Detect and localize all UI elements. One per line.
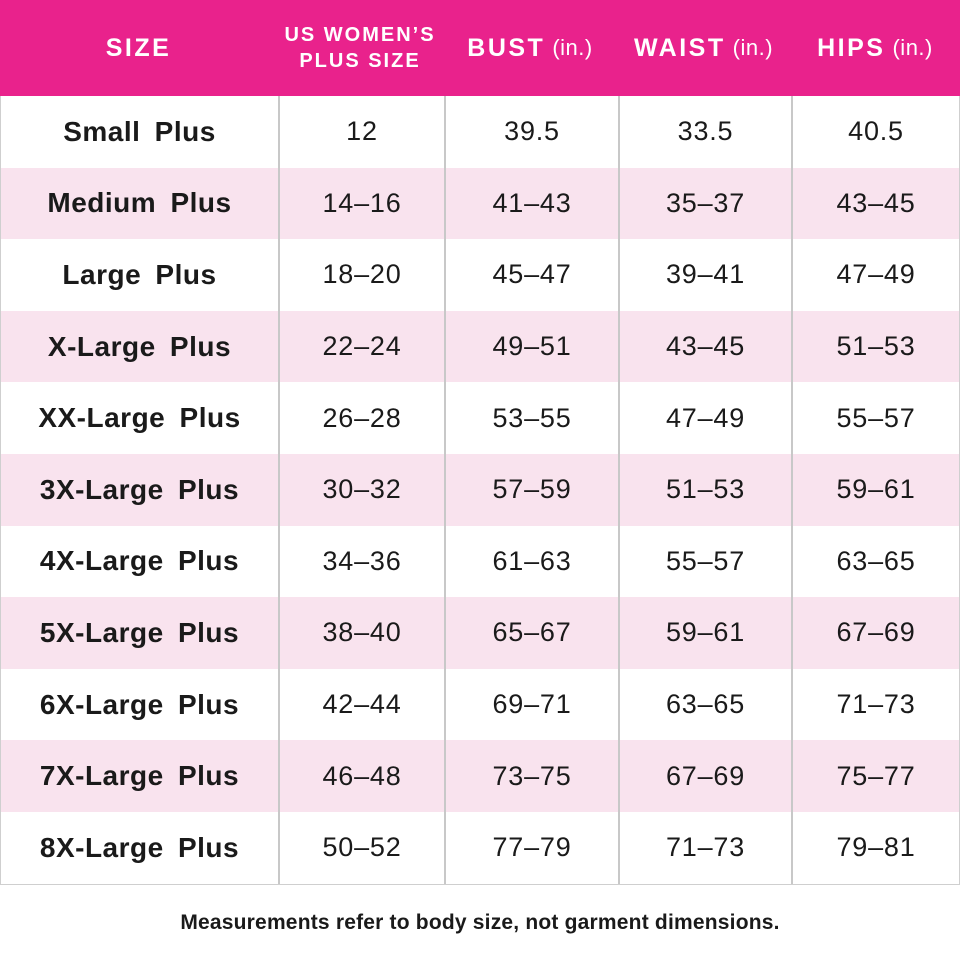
cell-us-womens-plus-size: 26–28 xyxy=(278,382,444,454)
cell-size-label: 6X-Large Plus xyxy=(39,688,240,720)
cell-bust: 65–67 xyxy=(444,597,618,669)
cell-waist: 55–57 xyxy=(618,525,791,598)
cell-us-womens-plus-size: 12 xyxy=(278,96,444,168)
cell-bust: 69–71 xyxy=(444,668,618,741)
table-row: Medium Plus 14–16 41–43 35–37 43–45 xyxy=(1,167,959,240)
cell-us-womens-plus-size: 18–20 xyxy=(278,239,444,311)
cell-hips: 79–81 xyxy=(791,811,959,884)
cell-bust: 73–75 xyxy=(444,740,618,812)
cell-size-label: Large Plus xyxy=(62,258,217,290)
column-header-us-womens-plus-size: US WOMEN’S PLUS SIZE xyxy=(277,0,443,96)
cell-waist: 33.5 xyxy=(618,96,791,168)
cell-us-womens-plus-size: 30–32 xyxy=(278,453,444,526)
cell-size-label: 5X-Large Plus xyxy=(39,616,240,648)
table-row: XX-Large Plus 26–28 53–55 47–49 55–57 xyxy=(1,382,959,454)
cell-waist: 51–53 xyxy=(618,453,791,526)
cell-size-label: XX-Large Plus xyxy=(38,402,241,434)
cell-waist: 63–65 xyxy=(618,668,791,741)
cell-size-label: 3X-Large Plus xyxy=(39,473,240,505)
cell-hips: 75–77 xyxy=(791,740,959,812)
cell-size-label: Medium Plus xyxy=(47,187,232,219)
cell-waist: 67–69 xyxy=(618,740,791,812)
table-body: Small Plus 12 39.5 33.5 40.5 Medium Plus… xyxy=(0,96,960,885)
table-header-row: SIZE US WOMEN’S PLUS SIZE BUST (in.) WAI… xyxy=(0,0,960,96)
cell-hips: 63–65 xyxy=(791,525,959,598)
column-header-bust: BUST (in.) xyxy=(443,0,617,96)
cell-bust: 45–47 xyxy=(444,239,618,311)
footnote: Measurements refer to body size, not gar… xyxy=(180,910,780,934)
cell-hips: 47–49 xyxy=(791,239,959,311)
bust-unit-label: (in.) xyxy=(552,35,593,60)
bust-header-label: BUST xyxy=(467,33,546,62)
cell-size-label: X-Large Plus xyxy=(47,330,232,362)
cell-waist: 43–45 xyxy=(618,310,791,383)
cell-size-label: 8X-Large Plus xyxy=(39,831,240,863)
waist-header-label: WAIST xyxy=(633,33,726,62)
table-row: 3X-Large Plus 30–32 57–59 51–53 59–61 xyxy=(1,453,959,526)
cell-us-womens-plus-size: 38–40 xyxy=(278,597,444,669)
table-row: 7X-Large Plus 46–48 73–75 67–69 75–77 xyxy=(1,740,959,812)
cell-hips: 71–73 xyxy=(791,668,959,741)
column-header-hips: HIPS (in.) xyxy=(790,0,960,96)
cell-us-womens-plus-size: 46–48 xyxy=(278,740,444,812)
column-header-waist: WAIST (in.) xyxy=(617,0,790,96)
table-row: Large Plus 18–20 45–47 39–41 47–49 xyxy=(1,239,959,311)
column-header-size: SIZE xyxy=(0,0,277,96)
cell-us-womens-plus-size: 22–24 xyxy=(278,310,444,383)
table-row: 8X-Large Plus 50–52 77–79 71–73 79–81 xyxy=(1,811,959,884)
cell-us-womens-plus-size: 34–36 xyxy=(278,525,444,598)
cell-bust: 57–59 xyxy=(444,453,618,526)
table-row: 5X-Large Plus 38–40 65–67 59–61 67–69 xyxy=(1,597,959,669)
cell-waist: 35–37 xyxy=(618,167,791,240)
cell-waist: 71–73 xyxy=(618,811,791,884)
cell-bust: 39.5 xyxy=(444,96,618,168)
cell-hips: 51–53 xyxy=(791,310,959,383)
size-header-label: SIZE xyxy=(105,33,172,62)
cell-hips: 67–69 xyxy=(791,597,959,669)
us-header-line1: US WOMEN’S xyxy=(284,24,436,46)
cell-size-label: Small Plus xyxy=(63,115,216,147)
cell-hips: 59–61 xyxy=(791,453,959,526)
table-row: 6X-Large Plus 42–44 69–71 63–65 71–73 xyxy=(1,668,959,741)
cell-size-label: 4X-Large Plus xyxy=(39,545,240,577)
table-row: 4X-Large Plus 34–36 61–63 55–57 63–65 xyxy=(1,525,959,598)
cell-bust: 61–63 xyxy=(444,525,618,598)
cell-us-womens-plus-size: 50–52 xyxy=(278,811,444,884)
cell-hips: 40.5 xyxy=(791,96,959,168)
waist-unit-label: (in.) xyxy=(732,35,774,60)
cell-bust: 77–79 xyxy=(444,811,618,884)
footnote-area: Measurements refer to body size, not gar… xyxy=(0,885,960,960)
cell-waist: 47–49 xyxy=(618,382,791,454)
cell-waist: 39–41 xyxy=(618,239,791,311)
cell-hips: 43–45 xyxy=(791,167,959,240)
cell-bust: 49–51 xyxy=(444,310,618,383)
hips-header-label: HIPS xyxy=(817,33,886,62)
table-row: X-Large Plus 22–24 49–51 43–45 51–53 xyxy=(1,310,959,383)
cell-us-womens-plus-size: 14–16 xyxy=(278,167,444,240)
cell-bust: 41–43 xyxy=(444,167,618,240)
cell-waist: 59–61 xyxy=(618,597,791,669)
hips-unit-label: (in.) xyxy=(892,35,933,60)
cell-hips: 55–57 xyxy=(791,382,959,454)
table-row: Small Plus 12 39.5 33.5 40.5 xyxy=(1,96,959,168)
us-header-line2: PLUS SIZE xyxy=(299,50,421,72)
cell-bust: 53–55 xyxy=(444,382,618,454)
cell-us-womens-plus-size: 42–44 xyxy=(278,668,444,741)
cell-size-label: 7X-Large Plus xyxy=(39,760,240,792)
